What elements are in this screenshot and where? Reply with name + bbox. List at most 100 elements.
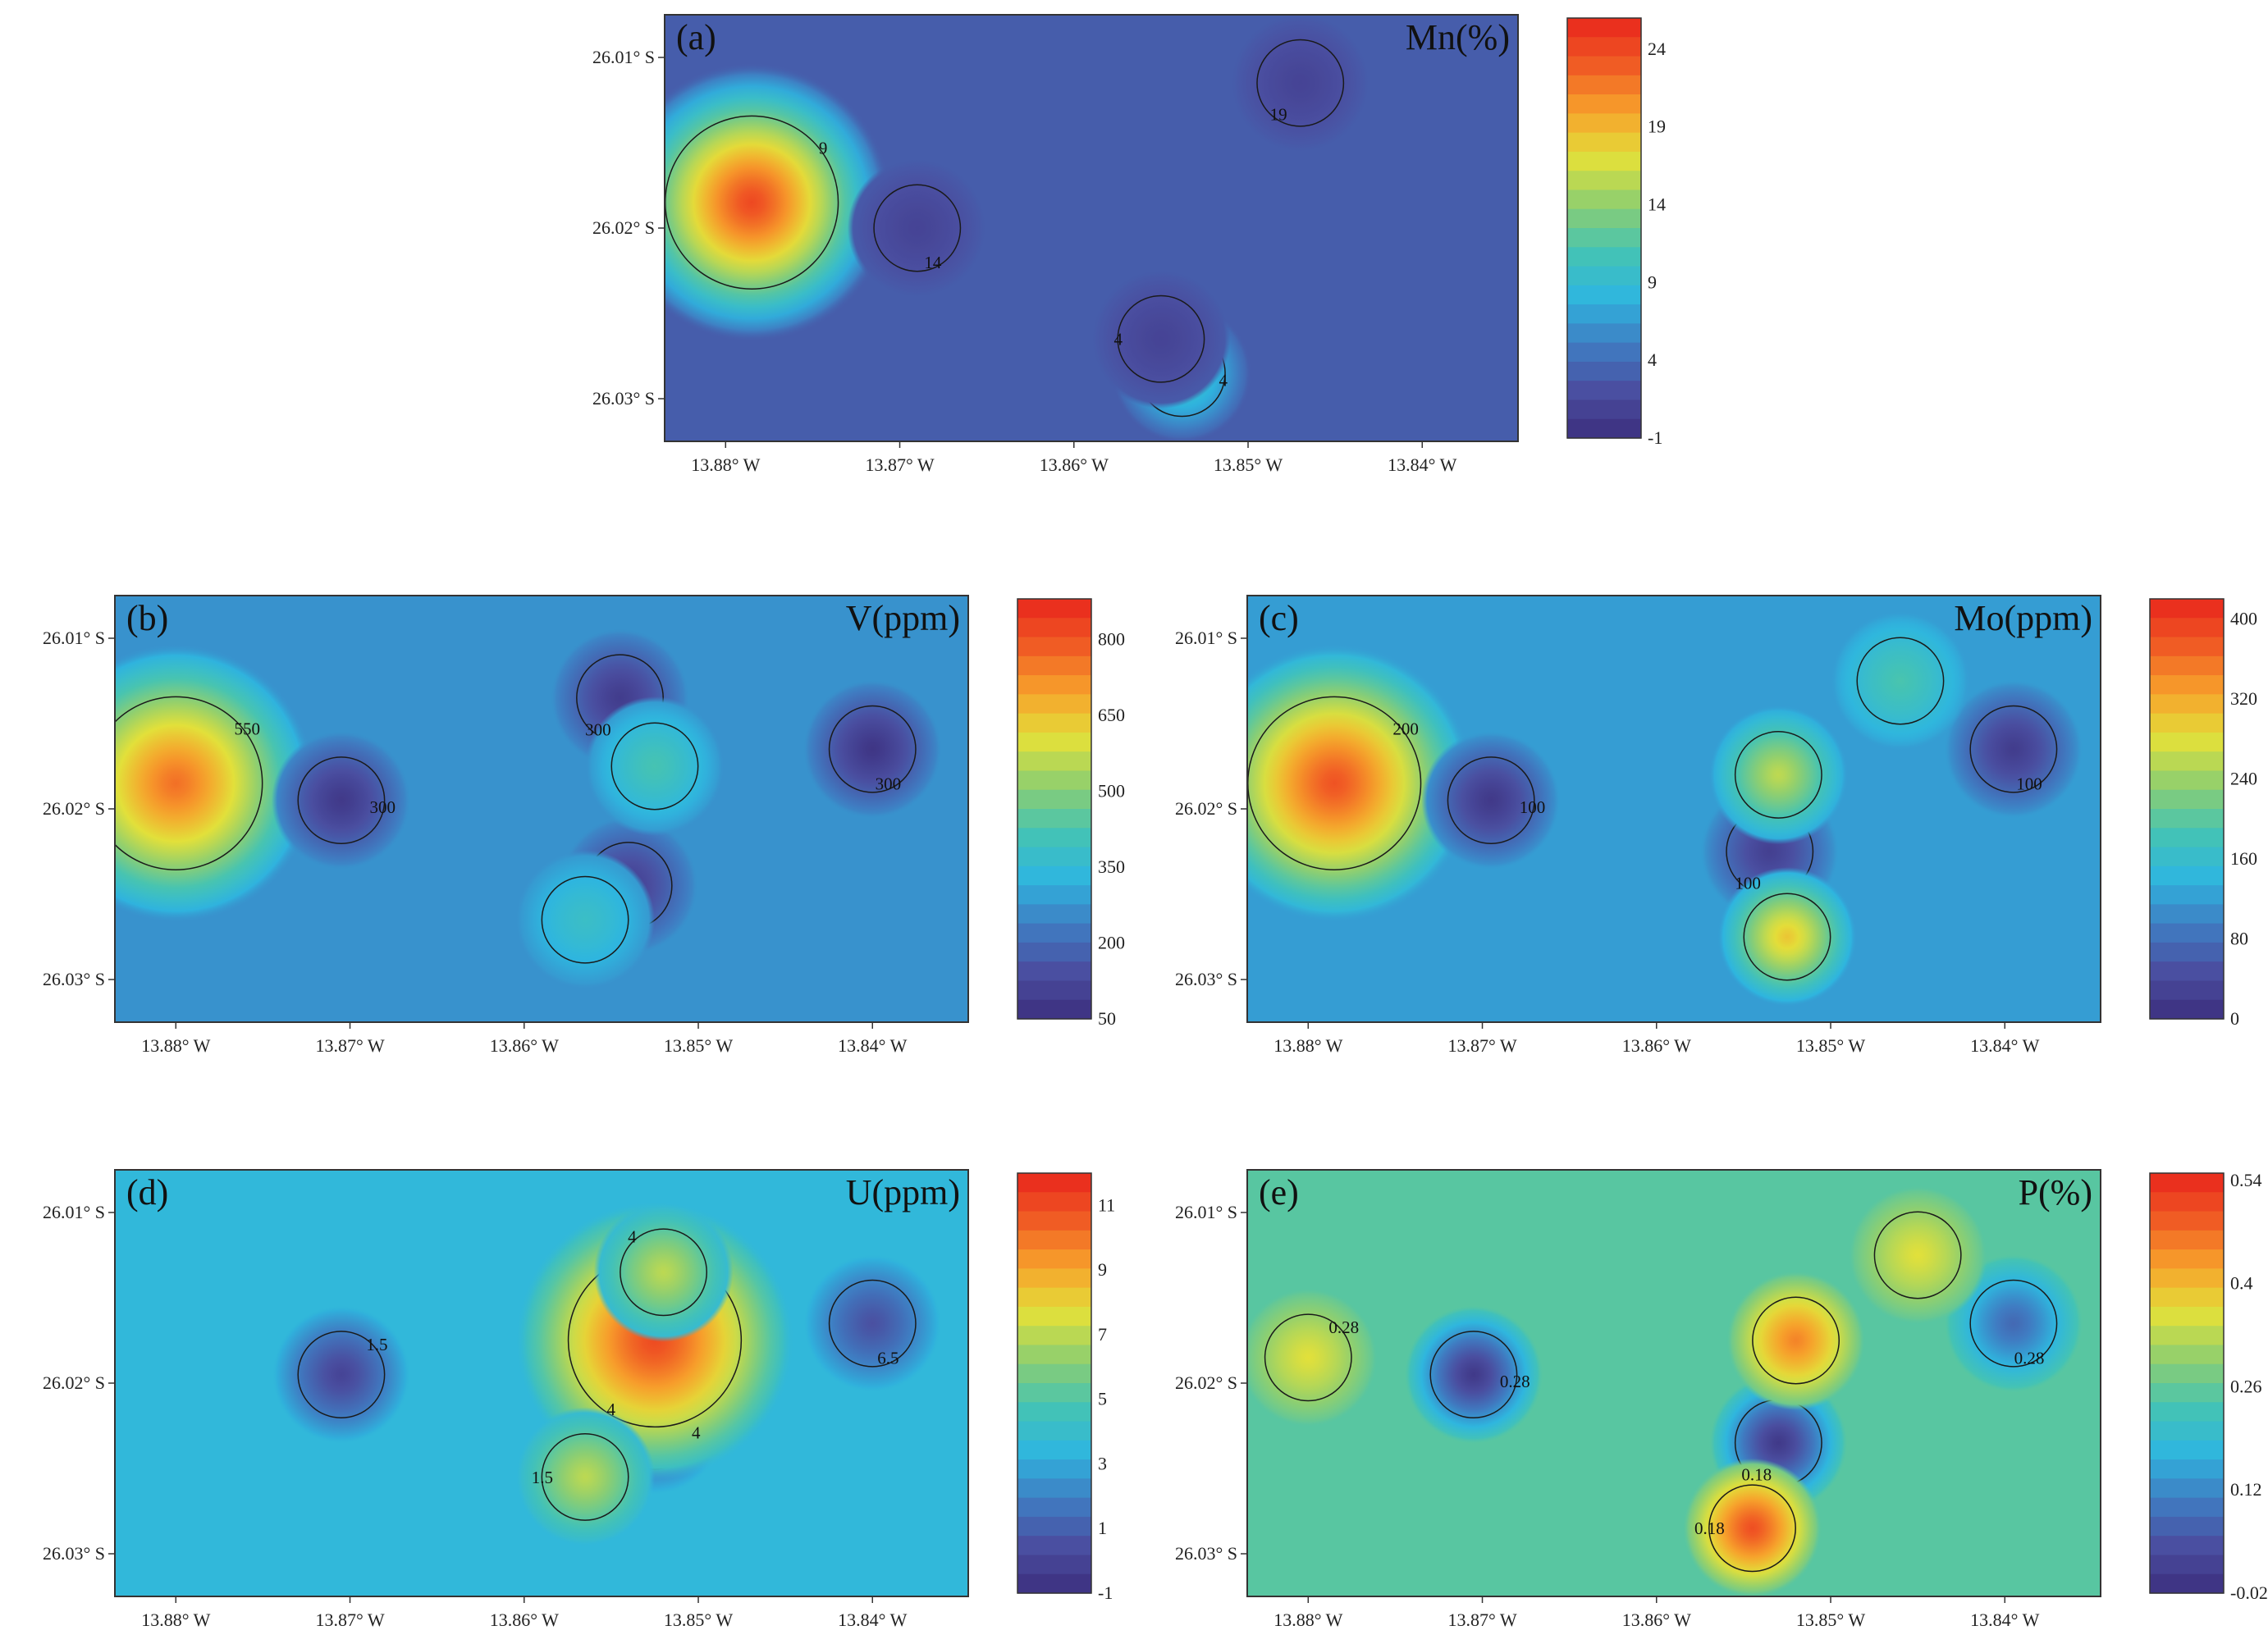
x-tick-label: 13.88° W (141, 1610, 210, 1630)
hotspot (1091, 269, 1231, 409)
heatmap-b: 550 300 300 300 (b) V(ppm) 13.88° W 13.87° W 13.… (43, 595, 1125, 1056)
colorbar-tick-label: 5 (1098, 1389, 1107, 1409)
contour-label: 100 (2016, 774, 2042, 793)
contour-line (873, 184, 962, 272)
colorbar-band (2150, 961, 2224, 982)
hotspot (1247, 643, 1475, 923)
colorbar-band (2150, 1268, 2224, 1289)
contour-label: 550 (235, 719, 261, 738)
colorbar-band (2150, 599, 2224, 619)
colorbar-band (1017, 1211, 1091, 1231)
contour-line (1856, 637, 1945, 725)
hotspot (515, 850, 656, 990)
colorbar-band (1017, 751, 1091, 772)
colorbar-band (1567, 190, 1641, 210)
colorbar-band (1017, 732, 1091, 752)
y-tick-label: 26.03° S (43, 1543, 105, 1564)
colorbar-band (1567, 323, 1641, 344)
y-tick-label: 26.01° S (43, 1202, 105, 1222)
hotspot (1726, 1271, 1866, 1410)
colorbar-band (2150, 694, 2224, 715)
hotspot (1830, 611, 1970, 751)
y-tick-label: 26.02° S (1175, 1372, 1237, 1393)
panel-title: U(ppm) (846, 1172, 960, 1212)
colorbar-band (2150, 1345, 2224, 1365)
colorbar-band (1017, 1326, 1091, 1346)
contour-line (828, 1279, 917, 1368)
colorbar-tick-label: 80 (2230, 928, 2248, 948)
contour-label: 6.5 (877, 1348, 899, 1368)
contour-line (1752, 1296, 1840, 1385)
contour-label: 1.5 (366, 1335, 387, 1354)
colorbar-band (1567, 381, 1641, 401)
hotspot (1708, 705, 1849, 845)
colorbar-band (1017, 1573, 1091, 1594)
colorbar-tick-label: 0.12 (2230, 1479, 2262, 1500)
y-tick-label: 26.02° S (1175, 798, 1237, 819)
colorbar-band (1567, 75, 1641, 95)
colorbar-band (1567, 18, 1641, 38)
panel-b: 550 300 300 300 (b) V(ppm) 13.88° W 13.87° W 13.… (16, 589, 1132, 1081)
colorbar-frame (1017, 598, 1092, 1020)
contour-line (610, 722, 699, 811)
colorbar-band (2150, 655, 2224, 676)
colorbar-band (1017, 1555, 1091, 1575)
colorbar-band (2150, 1192, 2224, 1212)
colorbar-band (1017, 655, 1091, 676)
colorbar-band (1017, 1421, 1091, 1441)
colorbar-band (2150, 1383, 2224, 1403)
colorbar-tick-label: -0.02 (2230, 1582, 2268, 1603)
x-tick-label: 13.84° W (838, 1610, 907, 1630)
colorbar-band (2150, 1497, 2224, 1518)
colorbar-band (1017, 1287, 1091, 1308)
colorbar-band (1017, 637, 1091, 657)
y-tick-label: 26.03° S (43, 969, 105, 989)
colorbar-tick-label: 9 (1648, 272, 1657, 292)
panel-letter: (e) (1259, 1172, 1299, 1212)
colorbar-band (1017, 1230, 1091, 1250)
colorbar-band (2150, 923, 2224, 943)
hotspot (1717, 867, 1857, 1007)
colorbar-band (2150, 713, 2224, 733)
colorbar-band (1567, 56, 1641, 76)
colorbar-band (1567, 247, 1641, 267)
y-tick-label: 26.02° S (43, 1372, 105, 1393)
contour-line (1873, 1211, 1962, 1299)
panel-title: Mo(ppm) (1954, 598, 2092, 638)
contour-line (1969, 705, 2058, 793)
y-tick-label: 26.03° S (592, 388, 655, 409)
colorbar-band (1017, 885, 1091, 905)
colorbar-band (1017, 1497, 1091, 1518)
contour-label: 0.28 (2014, 1348, 2045, 1368)
colorbar-band (2150, 751, 2224, 772)
x-tick-label: 13.84° W (838, 1035, 907, 1056)
hotspot (1943, 679, 2083, 820)
hotspot (802, 679, 943, 820)
colorbar-band (1017, 1345, 1091, 1365)
colorbar-band (2150, 1516, 2224, 1537)
contour-label: 1.5 (532, 1468, 553, 1487)
hotspot (593, 1202, 734, 1342)
colorbar-band (1567, 151, 1641, 171)
panel-title: P(%) (2019, 1172, 2092, 1212)
colorbar-tick-label: 0.4 (2230, 1273, 2253, 1294)
colorbar-tick-label: 7 (1098, 1324, 1107, 1345)
x-tick-label: 13.86° W (490, 1610, 559, 1630)
y-tick-label: 26.03° S (1175, 1543, 1237, 1564)
hotspot (1682, 1458, 1822, 1596)
colorbar-band (1567, 208, 1641, 229)
colorbar-band (1567, 132, 1641, 153)
colorbar-band (1567, 228, 1641, 248)
y-tick-label: 26.01° S (1175, 628, 1237, 648)
hotspot (515, 1407, 656, 1547)
hotspot (1403, 1304, 1543, 1445)
panel-letter: (a) (676, 17, 716, 57)
colorbar-tick-label: 9 (1098, 1259, 1107, 1280)
colorbar-band (1017, 1516, 1091, 1537)
panel-c: 200 100 100 100 (c) Mo(ppm) 13.88° W 13.87° W 13… (1149, 589, 2265, 1081)
colorbar-band (1567, 418, 1641, 439)
x-tick-label: 13.88° W (141, 1035, 210, 1056)
colorbar-band (1567, 94, 1641, 114)
x-tick-label: 13.86° W (1040, 454, 1109, 475)
colorbar-band (1017, 1383, 1091, 1403)
